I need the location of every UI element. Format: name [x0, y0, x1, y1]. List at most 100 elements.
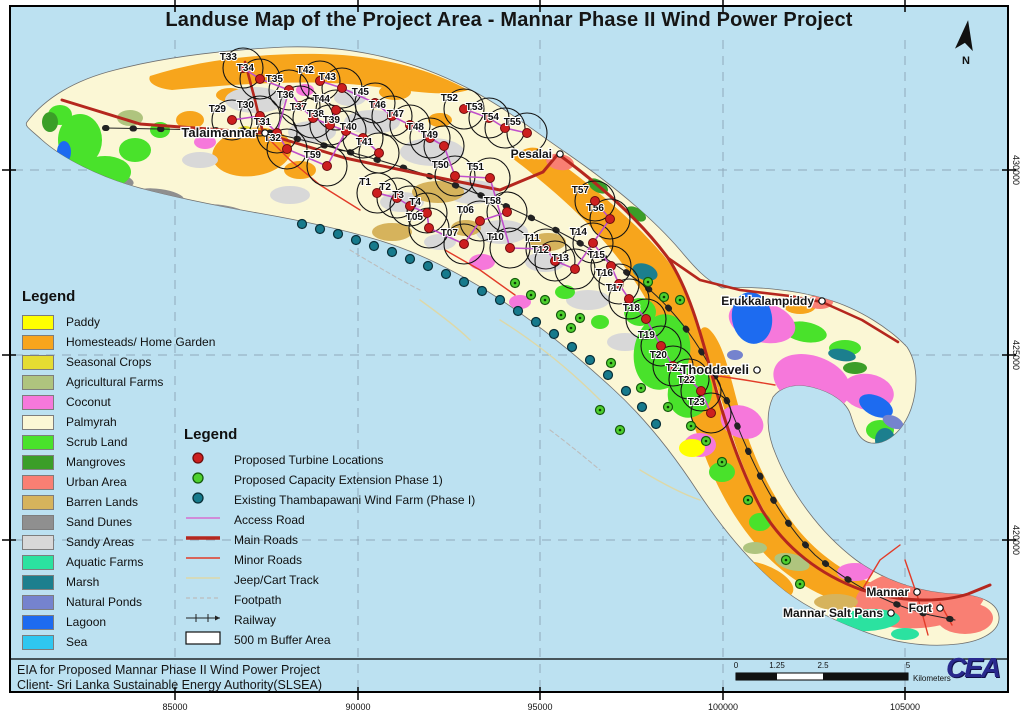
- turbine-label: T40: [340, 122, 358, 133]
- symbol-legend-title: Legend: [184, 426, 238, 443]
- landuse-swatch: [22, 514, 54, 530]
- turbine-dot: [606, 261, 616, 271]
- legend-buffer-box: [185, 630, 221, 645]
- buffer-circle: [423, 125, 465, 167]
- buffer-circle: [325, 110, 367, 152]
- turbine-dot: [387, 111, 397, 121]
- symbol-legend-item: Minor Roads: [184, 550, 475, 570]
- turbine-label: T19: [638, 330, 656, 341]
- landuse-patch: [891, 628, 919, 640]
- y-axis-label: 420000: [1011, 525, 1020, 555]
- buffer-circle: [358, 132, 400, 174]
- turbine-label: T43: [319, 72, 337, 83]
- turbine-label: T36: [277, 90, 295, 101]
- landuse-patch: [424, 234, 456, 250]
- symbol-legend-item: Railway: [184, 610, 475, 630]
- turbine-dot: [295, 101, 305, 111]
- existing-turbine-dot: [650, 418, 662, 430]
- extension-turbine-core: [618, 428, 622, 432]
- extension-turbine-core: [666, 405, 670, 409]
- place-label: Erukkalampiddy: [721, 294, 814, 308]
- buffer-circle: [389, 104, 431, 146]
- landuse-swatch: [22, 614, 54, 630]
- buffer-circle: [554, 248, 596, 290]
- landuse-legend-item: Natural Ponds: [22, 592, 215, 612]
- landuse-patch: [476, 220, 528, 244]
- symbol-label: Railway: [234, 613, 277, 627]
- landuse-patch: [176, 111, 204, 129]
- turbine-label: T49: [421, 130, 439, 141]
- turbine-dot: [459, 239, 469, 249]
- minor-road: [904, 559, 929, 636]
- turbine-label: T47: [387, 109, 405, 120]
- legend-railway-arrow: [215, 615, 220, 620]
- north-arrow-label: N: [962, 55, 970, 67]
- symbol-label: Access Road: [234, 513, 305, 527]
- place-dot: [936, 604, 944, 612]
- main-road: [666, 256, 900, 344]
- extension-turbine-core: [689, 424, 693, 428]
- landuse-patch: [149, 53, 468, 94]
- landuse-swatch: [22, 374, 54, 390]
- turbine-label: T44: [313, 94, 331, 105]
- turbine-label: T13: [552, 253, 570, 264]
- extension-turbine-core: [784, 558, 788, 562]
- landuse-swatch: [22, 574, 54, 590]
- landuse-patch: [743, 542, 767, 554]
- turbine-label: T29: [209, 104, 227, 115]
- turbine-label: T12: [532, 245, 550, 256]
- turbine-dot: [227, 115, 237, 125]
- buffer-circle: [574, 180, 616, 222]
- turbine-label: T50: [432, 160, 450, 171]
- landuse-patch: [828, 348, 856, 362]
- turbine-dot: [284, 85, 294, 95]
- turbine-dot: [308, 113, 318, 123]
- turbine-dot: [706, 408, 716, 418]
- turbine-label: T41: [356, 137, 374, 148]
- turbine-dot: [570, 264, 580, 274]
- credits-block: EIA for Proposed Mannar Phase II Wind Po…: [17, 663, 322, 693]
- turbine-dot: [450, 171, 460, 181]
- buffer-circle: [268, 69, 310, 111]
- landuse-patch: [749, 513, 771, 531]
- turbine-dot: [405, 120, 415, 130]
- turbine-dot: [590, 196, 600, 206]
- existing-turbine-dot: [350, 234, 362, 246]
- turbine-label: T35: [266, 74, 284, 85]
- place-dot: [261, 129, 269, 137]
- turbine-label: T21: [666, 363, 684, 374]
- extension-turbine-core: [662, 295, 666, 299]
- turbine-label: T54: [482, 112, 500, 123]
- map-title: Landuse Map of the Project Area - Mannar…: [165, 9, 853, 31]
- turbine-label: T58: [484, 196, 502, 207]
- extension-turbine-core: [598, 408, 602, 412]
- x-axis-label: 90000: [345, 702, 370, 712]
- buffer-circle: [408, 207, 450, 249]
- landuse-patch: [607, 333, 643, 351]
- landuse-legend-title: Legend: [22, 288, 76, 305]
- turbine-label: T20: [650, 350, 668, 361]
- extension-turbine-core: [559, 313, 563, 317]
- buffer-circle: [222, 47, 264, 89]
- existing-turbine-dot: [620, 385, 632, 397]
- turbine-dot: [322, 161, 332, 171]
- turbine-dot: [255, 111, 265, 121]
- landuse-label: Sandy Areas: [66, 535, 135, 549]
- landuse-label: Urban Area: [66, 475, 127, 489]
- scale-tick-label: 1.25: [769, 661, 785, 670]
- extension-turbine-core: [646, 280, 650, 284]
- turbine-dot: [331, 105, 341, 115]
- legend-point-icon: [184, 470, 224, 491]
- extension-turbine-core: [513, 281, 517, 285]
- turbine-dot: [475, 216, 485, 226]
- turbine-dot: [315, 76, 325, 86]
- turbine-dot: [668, 361, 678, 371]
- landuse-swatch: [22, 534, 54, 550]
- footpath: [349, 249, 601, 471]
- turbine-dot: [550, 256, 560, 266]
- turbine-dot: [500, 123, 510, 133]
- landuse-patch: [632, 263, 658, 281]
- place-label: Pesalai: [511, 147, 552, 161]
- turbine-dot: [325, 120, 335, 130]
